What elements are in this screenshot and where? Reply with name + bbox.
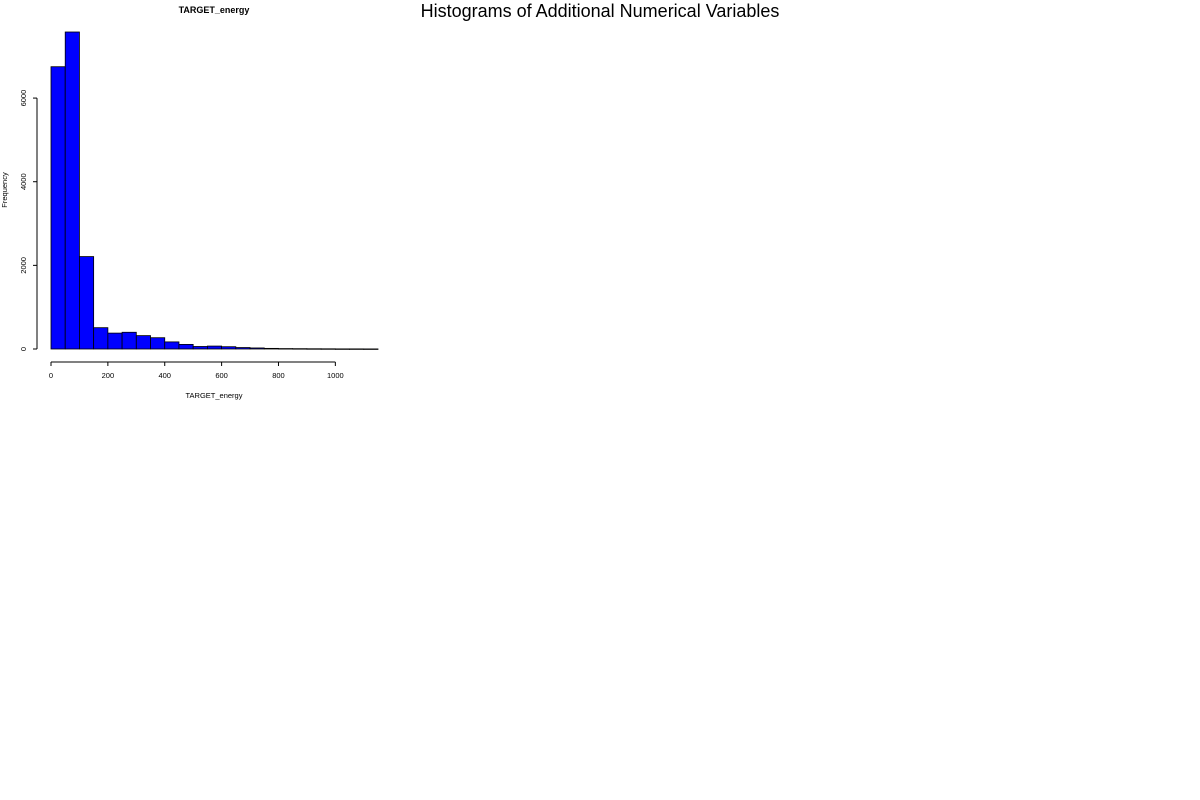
histogram-bar: [164, 341, 180, 350]
histogram-bar: [206, 345, 223, 350]
x-axis: 0 200 400 600 800 1000: [49, 361, 344, 380]
histogram-bar: [178, 343, 194, 350]
histogram-bar: [79, 256, 95, 350]
histogram-bar: [235, 347, 251, 350]
histogram-chart: TARGET_energy 0 200 400 600 800 1000 0 2000 400…: [0, 5, 379, 400]
histogram-bar: [150, 337, 166, 350]
x-tick-label: 0: [49, 371, 53, 380]
histogram-bar: [306, 348, 322, 350]
histogram-bar: [320, 348, 336, 350]
histogram-bar: [334, 348, 350, 350]
histogram-bar: [292, 348, 308, 350]
y-tick-label: 2000: [19, 257, 28, 274]
x-axis-label: TARGET_energy: [186, 391, 243, 400]
histogram-bar: [363, 348, 379, 350]
x-tick-label: 800: [272, 371, 285, 380]
y-axis: 0 2000 4000 6000: [19, 90, 38, 351]
page-title: Histograms of Additional Numerical Varia…: [420, 1, 780, 21]
histogram-bar: [221, 346, 237, 350]
histogram-bar: [249, 347, 265, 350]
y-axis-label: Frequency: [0, 172, 9, 208]
histogram-bar: [278, 348, 294, 350]
histogram-bar: [93, 327, 109, 350]
chart-title: TARGET_energy: [179, 5, 250, 15]
histogram-bar: [192, 346, 208, 350]
x-tick-label: 400: [158, 371, 171, 380]
x-tick-label: 1000: [327, 371, 344, 380]
histogram-bar: [263, 347, 279, 350]
histogram-bar: [64, 31, 80, 350]
histogram-bar: [349, 348, 365, 350]
histogram-bar: [50, 66, 66, 350]
y-tick-label: 4000: [19, 173, 28, 190]
x-tick-label: 200: [102, 371, 115, 380]
y-tick-label: 0: [19, 347, 28, 351]
x-tick-label: 600: [215, 371, 228, 380]
histogram-bar: [121, 331, 137, 350]
histogram-bar: [135, 335, 151, 350]
histogram-bar: [107, 332, 123, 350]
y-tick-label: 6000: [19, 90, 28, 107]
